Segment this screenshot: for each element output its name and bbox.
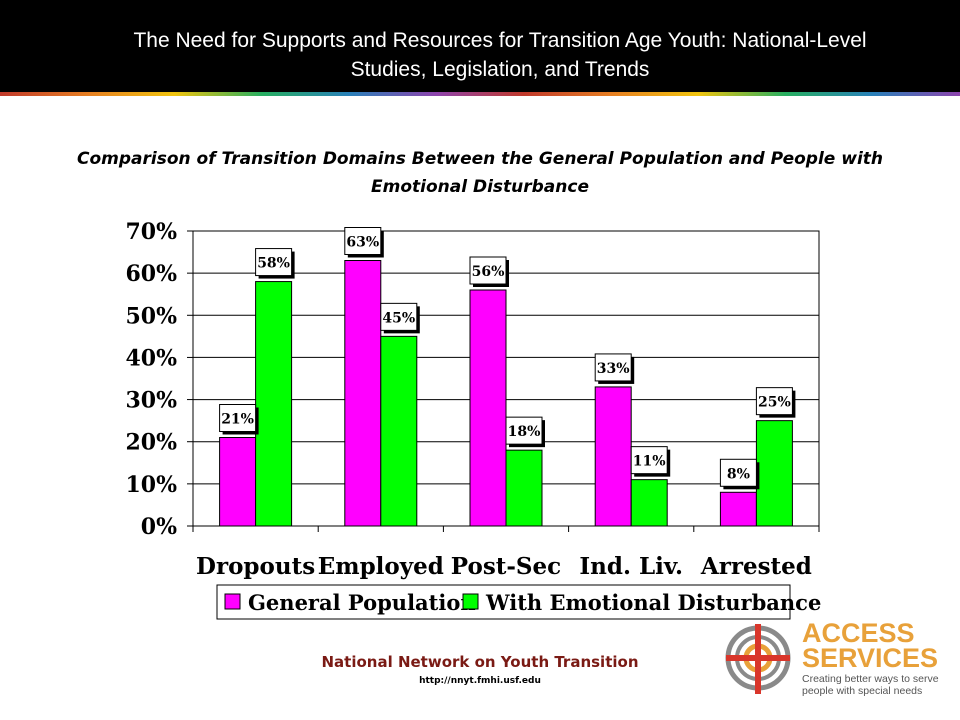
chart-title-line-1: Comparison of Transition Domains Between…: [77, 149, 883, 169]
y-tick-label: 50%: [125, 303, 177, 329]
data-label: 63%: [346, 235, 379, 251]
x-category-label: Ind. Liv.: [579, 553, 683, 580]
y-tick-label: 10%: [125, 472, 177, 498]
data-label: 56%: [472, 264, 505, 280]
chart-title: Comparison of Transition Domains Between…: [40, 145, 920, 201]
y-tick-label: 40%: [125, 345, 177, 371]
chart-title-line-2: Emotional Disturbance: [371, 177, 589, 197]
data-label: 18%: [508, 424, 541, 440]
legend-swatch-1: [462, 593, 479, 610]
bar-0-0: [219, 437, 257, 527]
x-category-label: Post-Sec: [451, 553, 561, 580]
bar-1-2: [505, 449, 543, 527]
y-tick-label: 0%: [141, 514, 177, 540]
header-banner: The Need for Supports and Resources for …: [0, 0, 960, 92]
bar-1-4: [755, 420, 793, 527]
data-label: 45%: [382, 310, 415, 326]
data-label: 58%: [257, 256, 290, 272]
access-services-logo: ACCESS SERVICES Creating better ways to …: [722, 618, 952, 698]
y-tick-label: 20%: [125, 430, 177, 456]
bar-0-2: [469, 289, 507, 527]
y-axis-ticks: 0% 10% 20% 30% 40% 50% 60% 70%: [125, 219, 193, 540]
legend: General Population With Emotional Disturb…: [216, 584, 821, 620]
bar-0-1: [344, 260, 382, 527]
logo-name-line-1: ACCESS: [802, 618, 915, 648]
data-label: 11%: [633, 454, 666, 470]
legend-box: [216, 584, 791, 620]
legend-swatch-0: [224, 593, 241, 610]
data-label-box: [630, 446, 668, 475]
logo-tagline-line-1: Creating better ways to serve: [802, 673, 939, 685]
bar-1-3: [630, 479, 668, 527]
data-label-box: [594, 353, 632, 382]
legend-label-0: General Population: [248, 590, 476, 615]
logo-tagline: Creating better ways to serve people wit…: [802, 673, 952, 697]
logo-emblem-icon: [725, 624, 791, 694]
bar-1-1: [380, 335, 418, 527]
data-label-box: [344, 227, 382, 255]
data-label: 25%: [758, 395, 791, 411]
data-label-box: [255, 248, 293, 277]
slide-title-line-1: The Need for Supports and Resources for …: [133, 29, 867, 52]
data-labels: 21% 58% 63% 45% 56% 18% 33% 11% 8% 25%: [219, 227, 796, 490]
x-category-label: Arrested: [700, 553, 812, 580]
x-category-label: Employed: [318, 553, 444, 580]
bars: [219, 260, 793, 527]
logo-tagline-line-2: people with special needs: [802, 685, 923, 697]
bar-0-4: [719, 491, 757, 527]
data-label-box: [755, 387, 793, 416]
data-label: 8%: [727, 466, 750, 482]
slide-title-line-2: Studies, Legislation, and Trends: [350, 58, 650, 81]
legend-label-1: With Emotional Disturbance: [485, 590, 821, 615]
data-label-box: [380, 302, 418, 331]
slide-title: The Need for Supports and Resources for …: [60, 26, 940, 84]
bar-0-3: [594, 386, 632, 527]
data-label-box: [719, 458, 757, 487]
data-label: 33%: [597, 361, 630, 377]
data-label-box: [505, 416, 543, 445]
data-label: 21%: [221, 412, 254, 428]
y-tick-label: 70%: [125, 219, 177, 245]
data-label-box: [219, 404, 257, 432]
y-tick-label: 30%: [125, 388, 177, 414]
footer-org-name: National Network on Youth Transition: [321, 653, 639, 671]
logo-name-line-2: SERVICES: [802, 643, 939, 673]
x-category-label: Dropouts: [196, 553, 315, 580]
y-tick-label: 60%: [125, 261, 177, 287]
footer-url[interactable]: http://nnyt.fmhi.usf.edu: [419, 676, 541, 686]
x-axis-categories: Dropouts Employed Post-Sec Ind. Liv. Arreste…: [192, 526, 820, 580]
bar-1-0: [255, 281, 293, 527]
data-label-box: [469, 256, 507, 285]
header-rainbow-stripe: [0, 92, 960, 96]
